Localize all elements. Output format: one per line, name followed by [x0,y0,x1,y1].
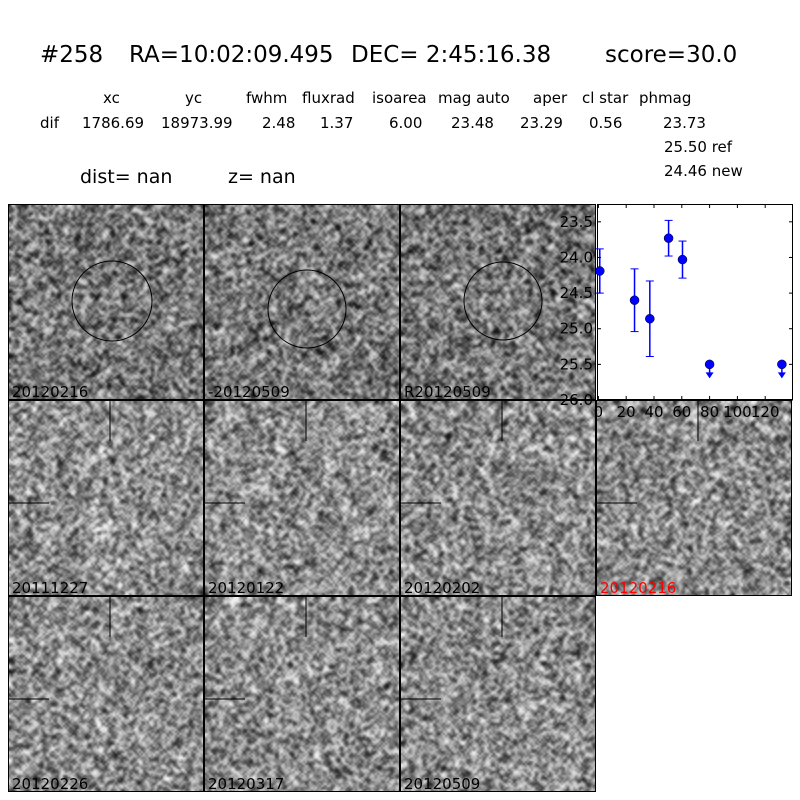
val-fwhm: 2.48 [262,114,296,132]
stamp-date-label: 20111227 [12,579,89,596]
light-curve-plot: 0 20 40 60 80 100 120 23.5 24.0 24.5 25.0 25.5 26.0 [560,204,793,421]
data-point [629,295,640,305]
aperture-circle [463,261,543,341]
dist: dist= nan [80,166,173,188]
data-point [645,313,655,324]
image-stamp: 20120216 [596,400,792,596]
ref-mag: 25.50 ref [664,138,733,156]
data-point [704,359,715,370]
col-yc: yc [185,89,203,107]
row-label: dif [40,114,59,132]
image-stamp: 20120509 [400,596,596,792]
val-cl-star: 0.56 [589,114,623,132]
stamp-date-label: 20120216 [12,383,89,400]
score: score=30.0 [605,42,738,68]
val-xc: 1786.69 [82,114,145,132]
y-tick-label: 26.0 [560,391,593,409]
data-point [777,359,787,370]
col-fwhm: fwhm [246,89,288,107]
stamp-date-label: -20120509 [208,383,290,400]
y-tick-label: 25.5 [560,355,593,373]
stamp-image [401,597,595,791]
val-mag-auto: 23.48 [451,114,494,132]
image-stamp: 20111227 [8,400,204,596]
dec: DEC= 2:45:16.38 [351,42,552,68]
image-stamp: 20120202 [400,400,596,596]
x-tick-label: 0 [594,403,604,421]
image-stamp: 20120226 [8,596,204,792]
candidate-id: #258 [40,42,104,68]
stamp-date-label: 20120226 [12,775,89,792]
stamp-image [9,401,203,595]
upper-limit-arrowhead [777,372,786,379]
image-stamp: 20120317 [204,596,400,792]
stamp-image [205,205,399,399]
val-aper: 23.29 [520,114,563,132]
stamp-image [9,597,203,791]
stamp-date-label: R20120509 [404,383,491,400]
upper-limit-arrowhead [705,372,714,379]
stamp-date-label: 20120509 [404,775,481,792]
col-fluxrad: fluxrad [302,89,355,107]
ra: RA=10:02:09.495 [129,42,334,68]
stamp-date-label: 20120122 [208,579,285,596]
x-tick-label: 60 [672,403,691,421]
data-point [663,233,674,243]
new-mag: 24.46 new [664,162,743,180]
x-tick-label: 20 [617,403,636,421]
y-tick-label: 23.5 [560,213,593,231]
x-tick-label: 100 [723,403,752,421]
image-stamp: 20120216 [8,204,204,400]
x-tick-label: 80 [700,403,719,421]
x-tick-label: 120 [751,403,780,421]
stamp-date-label: 20120216 [600,579,677,596]
stamp-image [597,401,791,595]
x-tick-label: 40 [644,403,663,421]
data-point [677,254,688,265]
image-stamp: -20120509 [204,204,400,400]
data-point [595,266,605,276]
stamp-date-label: 20120317 [208,775,285,792]
y-tick-label: 25.0 [560,320,593,338]
aperture-circle [267,269,347,349]
z: z= nan [228,166,296,188]
stamp-image [205,597,399,791]
col-isoarea: isoarea [372,89,427,107]
col-cl-star: cl star [582,89,629,107]
stamp-image [401,401,595,595]
val-isoarea: 6.00 [389,114,423,132]
col-mag-auto: mag auto [438,89,510,107]
y-tick-label: 24.5 [560,284,593,302]
stamp-image [401,205,595,399]
image-stamp: 20120122 [204,400,400,596]
aperture-circle [71,260,153,342]
col-xc: xc [103,89,120,107]
image-stamp: R20120509 [400,204,596,400]
y-tick-label: 24.0 [560,248,593,266]
stamp-image [9,205,203,399]
col-phmag: phmag [639,89,692,107]
stamp-image [205,401,399,595]
stamp-date-label: 20120202 [404,579,481,596]
val-yc: 18973.99 [161,114,233,132]
plot-area [597,204,793,400]
val-fluxrad: 1.37 [320,114,354,132]
val-phmag: 23.73 [663,114,706,132]
col-aper: aper [533,89,568,107]
